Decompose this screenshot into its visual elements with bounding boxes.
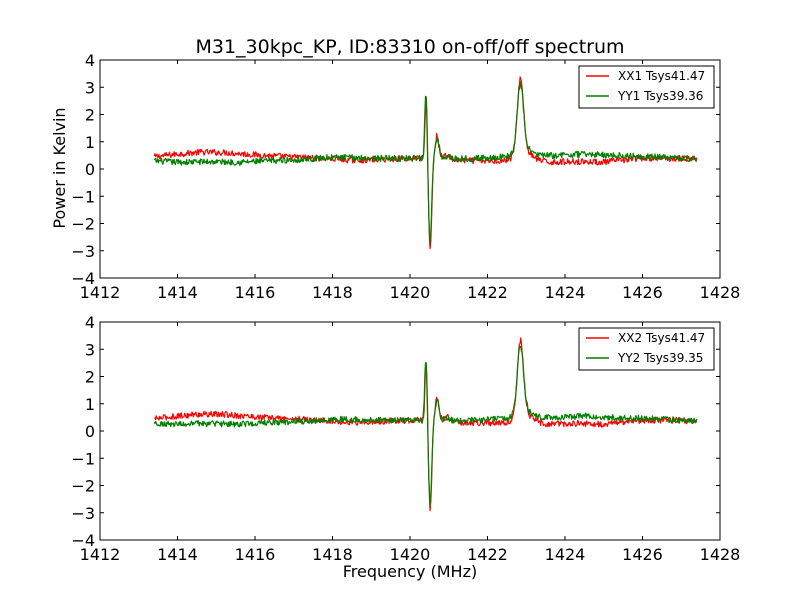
x-tick-label: 1414 (157, 283, 198, 302)
y-tick-label: 0 (85, 160, 95, 179)
x-tick-label: 1418 (312, 283, 353, 302)
plot-lines (153, 337, 698, 512)
x-axis-label: Frequency (MHz) (343, 562, 477, 581)
legend-label-xx1: XX1 Tsys41.47 (618, 69, 705, 83)
y-tick-label: 3 (85, 78, 95, 97)
legend-label-yy1: YY1 Tsys39.36 (617, 89, 703, 103)
y-tick-label: −1 (71, 449, 95, 468)
chart-title: M31_30kpc_KP, ID:83310 on-off/off spectr… (195, 36, 624, 58)
y-tick-label: −2 (71, 215, 95, 234)
x-tick-label: 1412 (80, 545, 121, 564)
y-tick-label: −3 (71, 242, 95, 261)
x-tick-label: 1420 (390, 545, 431, 564)
legend-box (578, 327, 715, 371)
x-tick-label: 1426 (622, 283, 663, 302)
x-tick-label: 1424 (545, 283, 586, 302)
spectrum-panel-top: 1412 1414 1416 1418 1420 1422 1424 1426 1428 4 3 2 1… (71, 51, 740, 302)
x-tick-label: 1422 (467, 545, 508, 564)
x-tick-label: 1428 (700, 283, 741, 302)
axis-ticks: 1412 1414 1416 1418 1420 1422 1424 1426 1428 4 3 2 1… (71, 313, 740, 564)
x-tick-label: 1424 (545, 545, 586, 564)
legend-label-xx2: XX2 Tsys41.47 (618, 331, 705, 345)
legend-box (578, 65, 715, 109)
y-tick-label: 2 (85, 368, 95, 387)
x-tick-label: 1428 (700, 545, 741, 564)
y-axis-label: Power in Kelvin (50, 107, 69, 228)
axis-ticks: 1412 1414 1416 1418 1420 1422 1424 1426 1428 4 3 2 1… (71, 51, 740, 302)
y-tick-label: −4 (71, 269, 95, 288)
x-tick-label: 1420 (390, 283, 431, 302)
y-tick-label: 1 (85, 133, 95, 152)
x-tick-label: 1426 (622, 545, 663, 564)
y-tick-label: 0 (85, 422, 95, 441)
x-tick-label: 1422 (467, 283, 508, 302)
y-tick-label: 4 (85, 313, 95, 332)
legend: XX1 Tsys41.47 YY1 Tsys39.36 (578, 65, 715, 109)
y-tick-label: −1 (71, 187, 95, 206)
y-tick-label: 4 (85, 51, 95, 70)
y-tick-label: −2 (71, 477, 95, 496)
y-tick-label: −4 (71, 531, 95, 550)
x-tick-label: 1414 (157, 545, 198, 564)
x-tick-label: 1418 (312, 545, 353, 564)
x-tick-label: 1412 (80, 283, 121, 302)
legend-label-yy2: YY2 Tsys39.35 (617, 351, 703, 365)
x-tick-label: 1416 (235, 283, 276, 302)
y-tick-label: 2 (85, 106, 95, 125)
spectrum-panel-bottom: 1412 1414 1416 1418 1420 1422 1424 1426 1428 4 3 2 1… (71, 313, 740, 564)
y-tick-label: 3 (85, 340, 95, 359)
x-tick-label: 1416 (235, 545, 276, 564)
legend: XX2 Tsys41.47 YY2 Tsys39.35 (578, 327, 715, 371)
y-tick-label: 1 (85, 395, 95, 414)
plot-lines (153, 76, 698, 250)
series-line-yy2 (153, 345, 698, 506)
series-line-yy1 (153, 81, 698, 244)
y-tick-label: −3 (71, 504, 95, 523)
